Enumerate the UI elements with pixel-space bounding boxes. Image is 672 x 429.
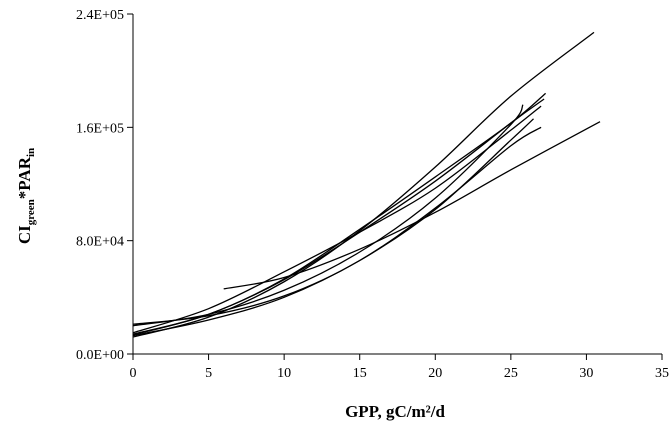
x-tick-label: 25 (504, 366, 518, 381)
x-axis-label: GPP, gC/m²/d (345, 402, 445, 421)
series-line-3 (132, 98, 545, 336)
x-tick-label: 10 (277, 366, 291, 381)
series-line-6 (132, 104, 524, 327)
series-line-4 (132, 105, 542, 334)
y-axis-label: CIgreen*PARin (15, 148, 37, 244)
series-line-2 (132, 92, 547, 335)
y-tick-label: 2.4E+05 (76, 8, 124, 23)
series-line-8 (132, 118, 534, 337)
x-tick-label: 5 (205, 366, 212, 381)
y-axis-label-par: *PAR (15, 156, 34, 199)
x-tick-label: 0 (130, 366, 137, 381)
x-tick-label: 35 (655, 366, 669, 381)
y-tick-label: 0.0E+00 (76, 348, 124, 363)
x-tick-label: 20 (428, 366, 442, 381)
series-line-7 (223, 121, 601, 290)
y-tick-label: 1.6E+05 (76, 121, 124, 136)
x-tick-label: 30 (579, 366, 593, 381)
y-tick-label: 8.0E+04 (76, 235, 124, 250)
y-axis-label-green: green (25, 199, 37, 225)
y-axis-label-ci: CI (15, 225, 34, 244)
plot-area: 0.0E+00 8.0E+04 1.6E+05 2.4E+05 0 5 10 15 20 25 30… (76, 8, 669, 381)
y-axis-label-in: in (25, 148, 37, 157)
x-tick-label: 15 (353, 366, 367, 381)
series-line-1 (132, 31, 595, 338)
